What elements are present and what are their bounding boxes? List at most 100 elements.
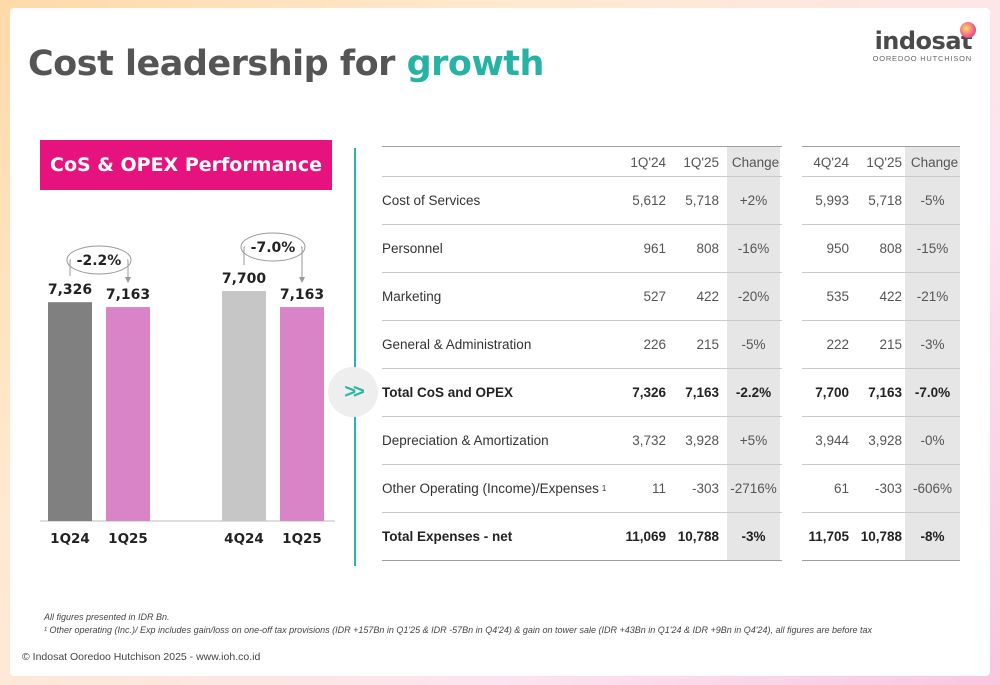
footnote-other-operating: ¹ Other operating (Inc.)/ Exp includes g… — [44, 625, 873, 635]
double-chevron-right-icon: >> — [328, 367, 378, 417]
row-label-text: Marketing — [382, 288, 442, 304]
brand-logo: indosat OOREDOO HUTCHISON — [872, 22, 976, 63]
table-cell: -3% — [741, 528, 766, 544]
table-cell: -2.2% — [735, 384, 772, 400]
arrow-head-icon — [125, 277, 131, 284]
table-cell: 10,788 — [860, 528, 902, 544]
row-rule — [802, 512, 960, 513]
page-title: Cost leadership for growth — [28, 44, 544, 84]
row-label: Total CoS and OPEX — [382, 368, 622, 416]
table-cell: -303 — [691, 480, 719, 496]
column-header: 1Q'24 — [630, 154, 666, 170]
logo-subtitle: OOREDOO HUTCHISON — [872, 54, 972, 63]
row-rule — [382, 560, 782, 561]
category-label: 4Q24 — [224, 531, 264, 547]
table-cell: 3,928 — [685, 432, 719, 448]
row-rule — [382, 272, 782, 273]
category-label: 1Q24 — [50, 531, 90, 547]
table-cell: -3% — [920, 336, 945, 352]
table-cell: 961 — [643, 240, 666, 256]
row-rule — [802, 416, 960, 417]
category-label: 1Q25 — [108, 531, 148, 547]
column-header: 1Q'25 — [866, 154, 902, 170]
row-rule — [802, 464, 960, 465]
table-cell: +5% — [739, 432, 768, 448]
table-cell: -303 — [874, 480, 902, 496]
table-cell: -20% — [737, 288, 770, 304]
category-label: 1Q25 — [282, 531, 322, 547]
bar-1q25-0 — [106, 307, 150, 521]
table-cell: 222 — [826, 336, 849, 352]
column-header: 1Q'25 — [683, 154, 719, 170]
table-cell: 527 — [643, 288, 666, 304]
change-label: -2.2% — [77, 253, 122, 269]
row-label-text: Total Expenses - net — [382, 528, 513, 544]
table-cell: 535 — [826, 288, 849, 304]
change-ellipse — [240, 232, 306, 262]
title-accent: growth — [406, 44, 545, 84]
row-rule — [802, 368, 960, 369]
bar-value-label: 7,326 — [48, 282, 92, 298]
title-main: Cost leadership for — [28, 44, 407, 84]
divider-line — [354, 148, 356, 566]
row-rule — [382, 320, 782, 321]
table-cell: 7,163 — [685, 384, 719, 400]
footnote-marker: 1 — [601, 483, 607, 493]
row-label-text: Total CoS and OPEX — [382, 384, 514, 400]
row-label-text: Cost of Services — [382, 192, 481, 208]
table-cell: 7,163 — [868, 384, 902, 400]
table-cell: 61 — [833, 480, 849, 496]
row-rule — [802, 224, 960, 225]
table-cell: 950 — [826, 240, 849, 256]
bar-1q25-1 — [280, 307, 324, 521]
table-cell: -21% — [916, 288, 949, 304]
chart-panel-title: CoS & OPEX Performance — [40, 140, 332, 190]
table-cell: 422 — [879, 288, 902, 304]
table-cell: 3,928 — [868, 432, 902, 448]
table-cell: -606% — [912, 480, 953, 496]
column-header: Change — [731, 154, 780, 170]
table-cell: -2716% — [730, 480, 777, 496]
arrow-head-icon — [299, 277, 305, 284]
table-cell: 215 — [879, 336, 902, 352]
row-label: Total Expenses - net — [382, 512, 622, 560]
change-column-shade — [727, 146, 780, 560]
table-cell: -5% — [741, 336, 766, 352]
row-rule — [802, 272, 960, 273]
table-cell: -8% — [920, 528, 945, 544]
row-label: General & Administration — [382, 320, 622, 368]
bar-chart: 7,326 1Q24 7,163 1Q25 -2.2% 7,700 4Q24 7,163 1Q2… — [40, 232, 335, 547]
slide: Cost leadership for growth indosat OORED… — [10, 8, 990, 676]
table-cell: -7.0% — [914, 384, 951, 400]
table-cell: -0% — [920, 432, 945, 448]
row-rule — [382, 512, 782, 513]
row-label: Marketing — [382, 272, 622, 320]
bar-value-label: 7,700 — [222, 271, 267, 287]
row-label: Personnel — [382, 224, 622, 272]
table-gap — [782, 146, 802, 562]
row-label-text: Personnel — [382, 240, 443, 256]
table-cell: 5,718 — [868, 192, 902, 208]
table-cell: 11 — [651, 480, 666, 496]
table-cell: -5% — [920, 192, 945, 208]
row-rule — [802, 320, 960, 321]
row-rule — [802, 560, 960, 561]
copyright: © Indosat Ooredoo Hutchison 2025 - www.i… — [22, 651, 261, 663]
table-top-rule — [382, 146, 782, 147]
table-cell: 5,612 — [632, 192, 666, 208]
row-label: Depreciation & Amortization — [382, 416, 622, 464]
change-label: -7.0% — [251, 240, 296, 256]
table-cell: 7,700 — [815, 384, 849, 400]
bar-1q24-0 — [48, 302, 92, 521]
row-label: Cost of Services — [382, 176, 622, 224]
table-cell: -16% — [737, 240, 770, 256]
bar-value-label: 7,163 — [106, 287, 150, 303]
table-top-rule — [802, 146, 960, 147]
column-header: 4Q'24 — [813, 154, 849, 170]
row-rule — [382, 464, 782, 465]
table-cell: 3,732 — [632, 432, 666, 448]
table-cell: -15% — [916, 240, 949, 256]
row-rule — [382, 224, 782, 225]
table-cell: 422 — [696, 288, 719, 304]
change-column-shade — [905, 146, 960, 560]
